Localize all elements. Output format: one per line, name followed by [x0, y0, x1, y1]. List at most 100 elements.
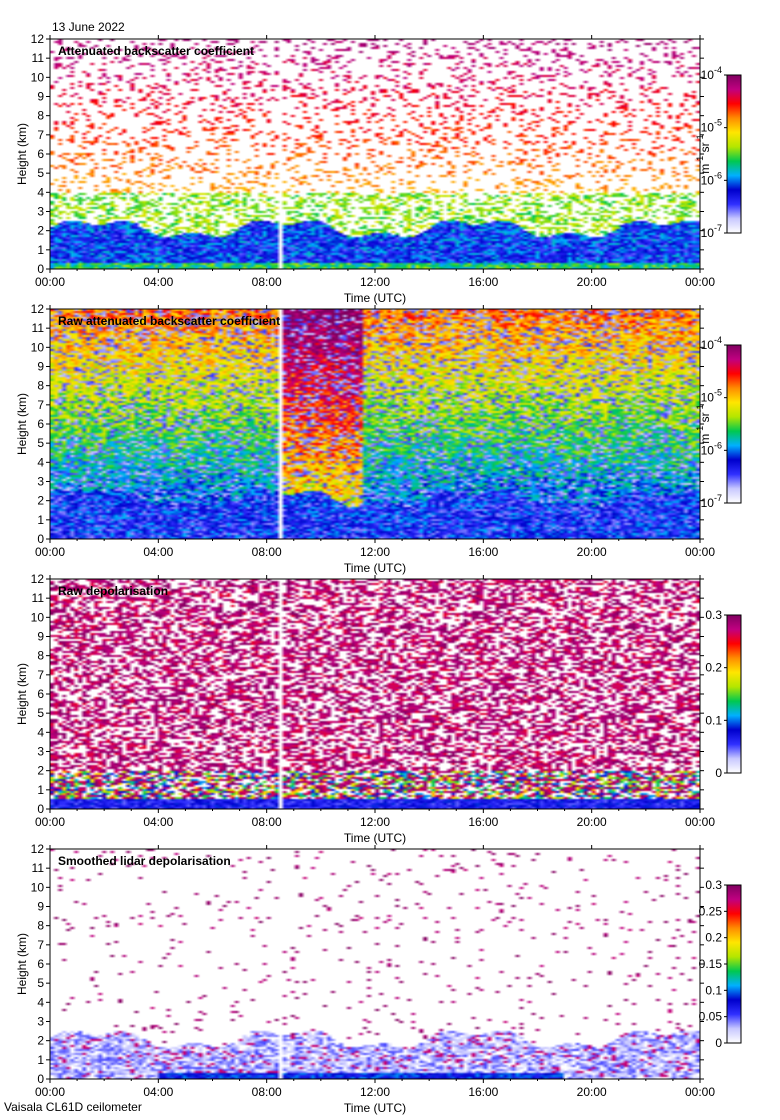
- colorbar-tick-label: 10-5: [701, 388, 722, 405]
- y-axis-title: Height (km): [15, 933, 29, 995]
- colorbar-tick-label: 0.05: [699, 1010, 723, 1024]
- y-tick-label: 11: [32, 321, 45, 335]
- y-axis-title: Height (km): [15, 123, 29, 185]
- y-tick-label: 2: [37, 224, 44, 238]
- y-tick-label: 8: [37, 649, 44, 663]
- x-tick-label: 16:00: [468, 275, 498, 289]
- y-tick-label: 3: [37, 205, 44, 219]
- chart-smoothed-depolarisation: Smoothed lidar depolarisation01234567891…: [15, 842, 742, 1115]
- date-label: 13 June 2022: [52, 20, 125, 34]
- y-tick-label: 12: [31, 302, 45, 316]
- x-tick-label: 20:00: [577, 275, 607, 289]
- chart-title: Raw depolarisation: [58, 584, 168, 598]
- y-axis-title: Height (km): [15, 663, 29, 725]
- colorbar-tick-label: 10-7: [701, 223, 722, 240]
- chart-raw-depolarisation: Raw depolarisation0123456789101112Height…: [15, 572, 742, 845]
- x-axis-title: Time (UTC): [344, 561, 406, 575]
- x-axis-title: Time (UTC): [344, 1101, 406, 1115]
- x-tick-label: 08:00: [252, 545, 282, 559]
- y-tick-label: 7: [37, 398, 44, 412]
- x-tick-label: 20:00: [577, 815, 607, 829]
- y-tick-label: 2: [37, 1034, 44, 1048]
- x-tick-label: 20:00: [577, 545, 607, 559]
- y-tick-label: 3: [37, 745, 44, 759]
- colorbar-tick-label: 0.1: [705, 983, 722, 997]
- y-tick-label: 6: [37, 417, 44, 431]
- colorbar-tick-label: 10-7: [701, 493, 722, 510]
- colorbar: [726, 344, 742, 504]
- x-tick-label: 00:00: [35, 815, 65, 829]
- colorbar-tick-label: 0.2: [705, 661, 722, 675]
- y-tick-label: 1: [37, 783, 44, 797]
- x-tick-label: 16:00: [468, 815, 498, 829]
- heatmap-image: [50, 309, 700, 539]
- panel-raw-attenuated-backscatter: Raw attenuated backscatter coefficient 0 1…: [0, 300, 780, 575]
- y-tick-label: 9: [37, 90, 44, 104]
- colorbar-tick-label: 0.25: [699, 904, 723, 918]
- x-tick-label: 20:00: [577, 1085, 607, 1099]
- y-tick-label: 7: [37, 938, 44, 952]
- colorbar-tick-label: 0: [715, 1036, 722, 1050]
- x-tick-label: 00:00: [35, 275, 65, 289]
- chart-raw-attenuated-backscatter: Raw attenuated backscatter coefficient 0 1…: [15, 302, 742, 575]
- y-tick-label: 1: [37, 513, 44, 527]
- heatmap-image: [50, 849, 700, 1079]
- colorbar-tick-label: 10-4: [701, 335, 722, 352]
- y-tick-label: 6: [37, 957, 44, 971]
- x-tick-label: 00:00: [685, 545, 715, 559]
- y-tick-label: 0: [37, 262, 44, 276]
- colorbar-tick-label: 10-5: [701, 118, 722, 135]
- x-tick-label: 00:00: [685, 275, 715, 289]
- y-tick-label: 12: [31, 842, 45, 856]
- y-tick-label: 11: [32, 51, 45, 65]
- y-tick-label: 1: [37, 243, 44, 257]
- panel-smoothed-depolarisation: Smoothed lidar depolarisation 0 1 2 3 4 5 6 7 8 9 1…: [0, 840, 780, 1115]
- y-tick-label: 5: [37, 436, 44, 450]
- chart-title: Raw attenuated backscatter coefficient: [58, 314, 280, 328]
- y-tick-label: 6: [37, 687, 44, 701]
- x-tick-label: 04:00: [143, 1085, 173, 1099]
- colorbar: [726, 614, 742, 774]
- x-tick-label: 04:00: [143, 545, 173, 559]
- colorbar-tick-label: 10-4: [701, 65, 722, 82]
- y-tick-label: 8: [37, 379, 44, 393]
- y-tick-label: 8: [37, 109, 44, 123]
- chart-attenuated-backscatter: Attenuated backscatter coefficient012345…: [15, 32, 742, 305]
- x-tick-label: 00:00: [35, 545, 65, 559]
- colorbar-unit-label: m-1 sr-1: [695, 404, 712, 443]
- heatmap-image: [50, 579, 700, 809]
- heatmap-image: [50, 39, 700, 269]
- y-tick-label: 0: [37, 1072, 44, 1086]
- x-tick-label: 04:00: [143, 275, 173, 289]
- y-tick-label: 12: [31, 572, 45, 586]
- colorbar-tick-label: 0.3: [705, 878, 722, 892]
- y-tick-label: 0: [37, 802, 44, 816]
- colorbar-tick-label: 0: [715, 766, 722, 780]
- y-tick-label: 5: [37, 166, 44, 180]
- y-tick-label: 2: [37, 764, 44, 778]
- x-tick-label: 12:00: [360, 275, 390, 289]
- y-tick-label: 7: [37, 668, 44, 682]
- x-tick-label: 00:00: [685, 815, 715, 829]
- y-tick-label: 12: [31, 32, 45, 46]
- instrument-label: Vaisala CL61D ceilometer: [4, 1100, 142, 1114]
- y-tick-label: 1: [37, 1053, 44, 1067]
- colorbar-tick-label: 0.2: [705, 931, 722, 945]
- y-tick-label: 4: [37, 455, 44, 469]
- y-tick-label: 5: [37, 976, 44, 990]
- x-axis-title: Time (UTC): [344, 291, 406, 305]
- y-tick-label: 11: [32, 861, 45, 875]
- y-tick-label: 4: [37, 725, 44, 739]
- chart-title: Smoothed lidar depolarisation: [58, 854, 231, 868]
- y-tick-label: 3: [37, 1015, 44, 1029]
- colorbar-tick-label: 0.1: [705, 713, 722, 727]
- y-tick-label: 9: [37, 900, 44, 914]
- x-tick-label: 16:00: [468, 545, 498, 559]
- y-tick-label: 8: [37, 919, 44, 933]
- x-tick-label: 00:00: [35, 1085, 65, 1099]
- y-tick-label: 10: [31, 340, 45, 354]
- y-tick-label: 11: [32, 591, 45, 605]
- panel-raw-depolarisation: Raw depolarisation 0 1 2 3 4 5 6 7 8 9 10 11 12 Height…: [0, 570, 780, 845]
- y-tick-label: 4: [37, 995, 44, 1009]
- y-tick-label: 3: [37, 475, 44, 489]
